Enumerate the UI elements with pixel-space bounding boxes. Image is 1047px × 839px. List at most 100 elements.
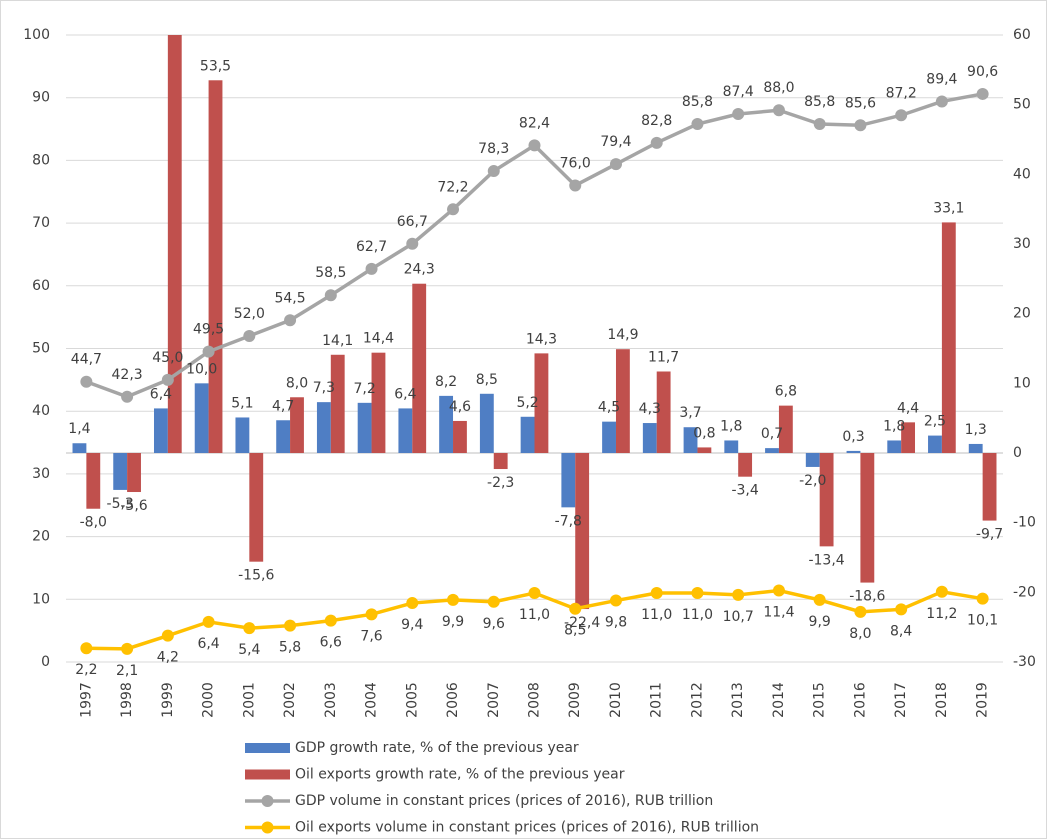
- data-label: 3,7: [679, 405, 701, 421]
- bar: [330, 354, 345, 453]
- y2-tick-label: 20: [1013, 306, 1031, 322]
- data-label: 89,4: [926, 71, 957, 87]
- x-tick-label: 2009: [567, 682, 583, 718]
- x-tick-label: 2002: [282, 682, 298, 718]
- data-label: 6,4: [197, 636, 219, 652]
- data-label: -2,0: [799, 473, 826, 489]
- data-label: 85,8: [804, 94, 835, 110]
- data-label: 4,5: [598, 400, 620, 416]
- bar: [398, 408, 413, 453]
- bar: [982, 453, 997, 521]
- line-marker: [732, 108, 745, 121]
- y-tick-label: 70: [32, 215, 50, 231]
- y2-tick-label: 10: [1013, 375, 1031, 391]
- data-label: 9,8: [605, 615, 627, 631]
- line-marker: [854, 605, 867, 618]
- data-label: 54,5: [274, 290, 305, 306]
- y2-tick-label: -30: [1013, 654, 1036, 670]
- data-label: 11,7: [648, 349, 679, 365]
- y-tick-label: 90: [32, 90, 50, 106]
- bar: [615, 349, 630, 453]
- data-label: 42,3: [112, 367, 143, 383]
- data-label: 7,6: [360, 628, 382, 644]
- bar: [208, 80, 223, 454]
- data-label: 14,4: [363, 331, 394, 347]
- data-label: 11,0: [682, 607, 713, 623]
- bar: [724, 440, 739, 453]
- bar: [805, 453, 820, 467]
- line-marker: [772, 104, 785, 117]
- x-tick-label: 2016: [852, 682, 868, 718]
- data-label: 82,8: [641, 113, 672, 129]
- bar: [72, 443, 87, 453]
- data-label: 0,7: [761, 426, 783, 442]
- data-label: 11,4: [763, 605, 794, 621]
- line-marker: [365, 608, 378, 621]
- legend-label: GDP volume in constant prices (prices of…: [295, 793, 713, 809]
- bar: [819, 453, 834, 547]
- x-tick-label: 2013: [730, 682, 746, 718]
- data-label: 1,4: [68, 421, 90, 437]
- line-marker: [650, 587, 663, 600]
- data-label: 5,2: [516, 395, 538, 411]
- data-label: 45,0: [152, 350, 183, 366]
- bar: [738, 453, 753, 477]
- line-marker: [609, 158, 622, 171]
- data-label: 5,8: [279, 640, 301, 656]
- line-marker: [121, 642, 134, 655]
- y2-tick-label: 50: [1013, 97, 1031, 113]
- line-marker: [80, 642, 93, 655]
- y2-tick-label: 40: [1013, 166, 1031, 182]
- data-label: 78,3: [478, 141, 509, 157]
- x-tick-label: 2007: [486, 682, 502, 718]
- data-label: -22,4: [564, 615, 600, 631]
- data-label: 2,1: [116, 663, 138, 679]
- line-marker: [284, 314, 297, 327]
- data-label: -13,4: [808, 552, 844, 568]
- data-label: 10,1: [967, 613, 998, 629]
- data-label: 82,4: [519, 115, 550, 131]
- line-marker: [447, 593, 460, 606]
- line-marker: [732, 588, 745, 601]
- data-label: 53,5: [200, 58, 231, 74]
- data-label: 58,5: [315, 265, 346, 281]
- legend-swatch: [245, 769, 290, 780]
- bar: [642, 423, 657, 453]
- data-label: 11,2: [926, 606, 957, 622]
- data-label: 24,3: [404, 262, 435, 278]
- x-tick-label: 2018: [934, 682, 950, 718]
- line-marker: [365, 262, 378, 275]
- x-tick-label: 2012: [689, 682, 705, 718]
- legend-label: Oil exports growth rate, % of the previo…: [295, 767, 625, 783]
- data-label: 2,2: [75, 662, 97, 678]
- data-label: 9,6: [483, 616, 505, 632]
- y-tick-label: 0: [41, 654, 50, 670]
- data-label: 4,4: [897, 400, 919, 416]
- data-label: 0,8: [693, 425, 715, 441]
- line-marker: [324, 614, 337, 627]
- x-tick-label: 2008: [527, 682, 543, 718]
- data-label: 10,7: [723, 609, 754, 625]
- bar: [276, 420, 291, 453]
- bar: [683, 427, 698, 453]
- line-marker: [935, 585, 948, 598]
- x-tick-label: 2001: [241, 682, 257, 718]
- bar: [371, 352, 386, 453]
- data-label: -18,6: [849, 589, 885, 605]
- data-label: 62,7: [356, 239, 387, 255]
- data-label: 8,0: [849, 626, 871, 642]
- data-label: 14,1: [322, 333, 353, 349]
- data-label: 9,9: [809, 614, 831, 630]
- data-label: 79,4: [600, 134, 631, 150]
- data-label: 7,3: [313, 380, 335, 396]
- x-tick-label: 2017: [893, 682, 909, 718]
- bar: [86, 453, 101, 509]
- bar: [602, 421, 616, 453]
- bar: [941, 222, 956, 453]
- y-tick-label: 40: [32, 403, 50, 419]
- data-label: 5,1: [231, 395, 253, 411]
- data-label: 4,7: [272, 398, 294, 414]
- bar: [249, 453, 264, 562]
- x-tick-label: 1998: [119, 682, 135, 718]
